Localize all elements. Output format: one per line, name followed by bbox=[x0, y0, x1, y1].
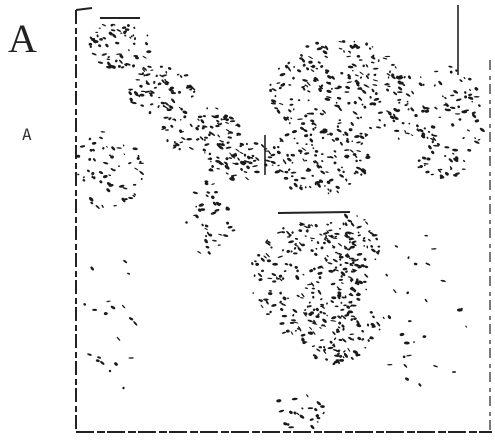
speckle bbox=[282, 315, 287, 317]
speckle bbox=[99, 28, 101, 29]
speckle bbox=[272, 263, 278, 266]
speckle bbox=[474, 96, 480, 98]
speckle bbox=[95, 32, 98, 33]
speckle bbox=[337, 294, 341, 297]
figure: A A bbox=[0, 0, 495, 444]
background bbox=[0, 0, 495, 444]
speckle bbox=[92, 309, 97, 311]
speckle bbox=[120, 33, 122, 34]
horizontal-mark bbox=[278, 212, 350, 213]
speckle bbox=[363, 281, 367, 283]
panel-label: A bbox=[8, 16, 37, 61]
speckle bbox=[308, 407, 313, 409]
speckle bbox=[215, 116, 219, 119]
speckle bbox=[351, 259, 356, 261]
speckle bbox=[165, 129, 169, 131]
page: A A (() => { const data = JSON.parse(doc… bbox=[0, 0, 495, 444]
side-label: A bbox=[22, 125, 32, 144]
speckle bbox=[355, 160, 357, 163]
speckle bbox=[138, 163, 144, 164]
speckle bbox=[455, 113, 461, 114]
speckle bbox=[349, 258, 355, 260]
